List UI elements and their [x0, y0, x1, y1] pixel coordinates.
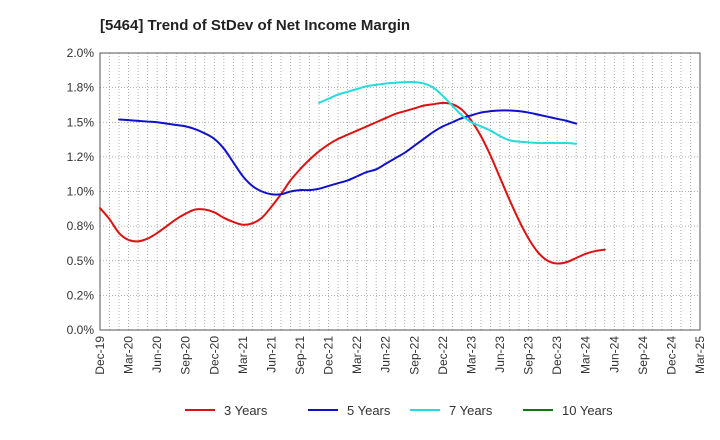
x-tick-label: Dec-22: [436, 336, 450, 375]
x-tick-label: Sep-21: [293, 336, 307, 375]
y-tick-label: 0.2%: [67, 288, 95, 302]
x-tick-label: Sep-22: [407, 336, 421, 375]
x-tick-label: Jun-23: [493, 336, 507, 373]
y-tick-label: 0.8%: [67, 219, 95, 233]
series-line-1: [99, 101, 606, 265]
legend-label: 7 Years: [449, 403, 493, 418]
axes: 0.0% 0.2% 0.5% 0.8% 1.0% 1.2% 1.5% 1.8% 2.0% Dec-…: [67, 46, 707, 375]
y-tick-label: 0.5%: [67, 254, 95, 268]
y-tick-label: 1.2%: [67, 150, 95, 164]
y-tick-label: 1.8%: [67, 81, 95, 95]
series-line-3: [318, 80, 578, 145]
x-tick-label: Jun-24: [607, 336, 621, 373]
y-tick-label: 2.0%: [67, 46, 95, 60]
x-tick-label: Mar-22: [350, 336, 364, 374]
legend: 3 Years 5 Years 7 Years 10 Years: [185, 403, 613, 418]
x-tick-label: Mar-23: [464, 336, 478, 374]
y-tick-label: 1.5%: [67, 115, 95, 129]
x-tick-label: Mar-21: [236, 336, 250, 374]
x-tick-label: Dec-20: [207, 336, 221, 375]
y-tick-label: 0.0%: [67, 323, 95, 337]
x-tick-label: Dec-19: [93, 336, 107, 375]
grid: [100, 53, 700, 330]
x-tick-label: Sep-24: [636, 336, 650, 375]
x-tick-label: Mar-24: [579, 336, 593, 374]
x-tick-label: Dec-24: [664, 336, 678, 375]
x-tick-label: Dec-21: [322, 336, 336, 375]
y-tick-label: 1.0%: [67, 185, 95, 199]
x-tick-label: Mar-25: [693, 336, 707, 374]
x-tick-label: Jun-20: [150, 336, 164, 373]
x-tick-label: Dec-23: [550, 336, 564, 375]
x-tick-label: Sep-23: [522, 336, 536, 375]
x-tick-label: Jun-21: [264, 336, 278, 373]
chart-title: [5464] Trend of StDev of Net Income Marg…: [100, 17, 410, 34]
legend-label: 10 Years: [562, 403, 613, 418]
x-tick-label: Mar-20: [122, 336, 136, 374]
x-tick-label: Jun-22: [379, 336, 393, 373]
series-lines: [99, 80, 606, 265]
legend-label: 5 Years: [347, 403, 391, 418]
legend-label: 3 Years: [224, 403, 268, 418]
x-tick-label: Sep-20: [179, 336, 193, 375]
series-line-2: [118, 109, 578, 196]
plot-frame: [99, 52, 701, 331]
